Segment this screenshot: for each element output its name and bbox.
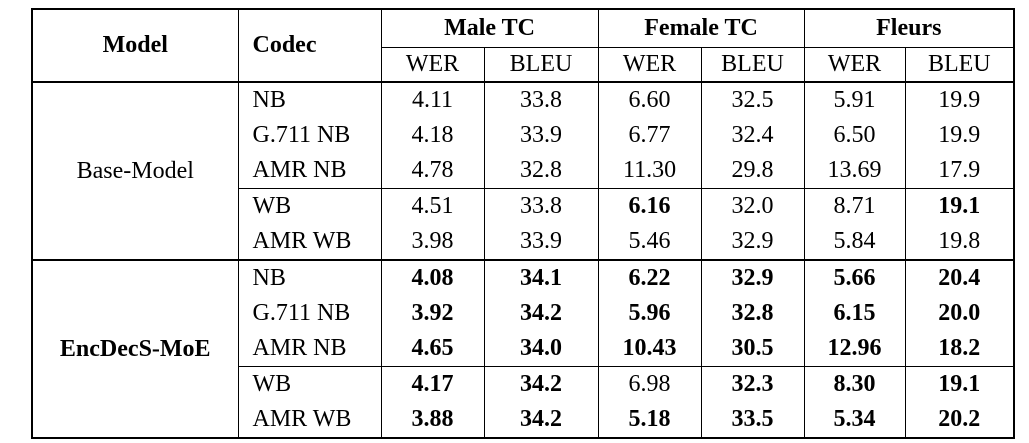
value-cell: 5.91 [803, 82, 906, 118]
subheader-female-wer: WER [597, 47, 702, 83]
value-cell: 32.8 [483, 153, 599, 189]
value-cell: 4.17 [380, 366, 485, 402]
value-cell: 10.43 [597, 331, 702, 367]
codec-cell: AMR NB [237, 153, 382, 189]
results-table: Model Codec Male TC Female TC Fleurs WER… [31, 8, 1016, 439]
value-cell: 5.34 [803, 402, 906, 438]
value-cell: 17.9 [904, 153, 1015, 189]
value-cell: 32.5 [700, 82, 805, 118]
codec-cell: AMR NB [237, 331, 382, 367]
value-cell: 6.77 [597, 118, 702, 153]
value-cell: 33.9 [483, 224, 599, 260]
table-row: WB 4.51 33.8 6.16 32.0 8.71 19.1 [32, 188, 1015, 224]
value-cell: 5.84 [803, 224, 906, 260]
value-cell: 13.69 [803, 153, 906, 189]
value-cell: 6.22 [597, 259, 702, 296]
value-cell: 19.1 [904, 366, 1015, 402]
group-header-male-tc: Male TC [380, 9, 599, 48]
table-row: AMR NB 4.65 34.0 10.43 30.5 12.96 18.2 [32, 331, 1015, 367]
value-cell: 12.96 [803, 331, 906, 367]
value-cell: 3.92 [380, 296, 485, 331]
codec-cell: WB [237, 366, 382, 402]
value-cell: 32.4 [700, 118, 805, 153]
value-cell: 6.60 [597, 82, 702, 118]
value-cell: 18.2 [904, 331, 1015, 367]
group-encdecs-moe: EncDecS-MoE NB 4.08 34.1 6.22 32.9 5.66 … [31, 259, 1015, 438]
value-cell: 32.9 [700, 259, 805, 296]
value-cell: 19.1 [904, 188, 1015, 224]
value-cell: 20.0 [904, 296, 1015, 331]
value-cell: 8.71 [803, 188, 906, 224]
value-cell: 32.3 [700, 366, 805, 402]
value-cell: 5.96 [597, 296, 702, 331]
value-cell: 4.65 [380, 331, 485, 367]
value-cell: 34.2 [483, 296, 599, 331]
value-cell: 4.78 [380, 153, 485, 189]
codec-cell: NB [237, 259, 382, 296]
table-row: EncDecS-MoE NB 4.08 34.1 6.22 32.9 5.66 … [31, 259, 1015, 438]
model-cell: EncDecS-MoE [31, 259, 239, 438]
codec-cell: AMR WB [237, 224, 382, 260]
model-cell: Base-Model [31, 82, 239, 260]
value-cell: 5.18 [597, 402, 702, 438]
table-row: WB 4.17 34.2 6.98 32.3 8.30 19.1 [32, 366, 1015, 402]
value-cell: 20.4 [904, 259, 1015, 296]
table-row: G.711 NB 3.92 34.2 5.96 32.8 6.15 20.0 [32, 296, 1015, 331]
col-header-codec: Codec [237, 9, 382, 83]
value-cell: 19.9 [904, 118, 1015, 153]
value-cell: 19.8 [904, 224, 1015, 260]
value-cell: 33.9 [483, 118, 599, 153]
value-cell: 11.30 [597, 153, 702, 189]
codec-cell: G.711 NB [237, 296, 382, 331]
value-cell: 6.98 [597, 366, 702, 402]
value-cell: 29.8 [700, 153, 805, 189]
value-cell: 30.5 [700, 331, 805, 367]
value-cell: 3.88 [380, 402, 485, 438]
group-header-female-tc: Female TC [597, 9, 805, 48]
header-row-metrics: WER BLEU WER BLEU WER BLEU [32, 47, 1015, 83]
header-row-groups: Model Codec Male TC Female TC Fleurs [31, 9, 1015, 83]
codec-cell: G.711 NB [237, 118, 382, 153]
subheader-male-wer: WER [380, 47, 485, 83]
value-cell: 8.30 [803, 366, 906, 402]
value-cell: 4.11 [380, 82, 485, 118]
value-cell: 5.66 [803, 259, 906, 296]
codec-cell: NB [237, 82, 382, 118]
value-cell: 20.2 [904, 402, 1015, 438]
codec-cell: WB [237, 188, 382, 224]
value-cell: 5.46 [597, 224, 702, 260]
subheader-fleurs-wer: WER [803, 47, 906, 83]
value-cell: 3.98 [380, 224, 485, 260]
table-row: AMR WB 3.98 33.9 5.46 32.9 5.84 19.8 [32, 224, 1015, 260]
value-cell: 32.9 [700, 224, 805, 260]
results-table-container: Model Codec Male TC Female TC Fleurs WER… [31, 8, 1016, 439]
value-cell: 4.08 [380, 259, 485, 296]
table-row: AMR NB 4.78 32.8 11.30 29.8 13.69 17.9 [32, 153, 1015, 189]
value-cell: 6.16 [597, 188, 702, 224]
value-cell: 6.50 [803, 118, 906, 153]
table-row: Base-Model NB 4.11 33.8 6.60 32.5 5.91 1… [31, 82, 1015, 260]
value-cell: 33.8 [483, 82, 599, 118]
value-cell: 4.51 [380, 188, 485, 224]
value-cell: 33.5 [700, 402, 805, 438]
value-cell: 33.8 [483, 188, 599, 224]
group-base-model: Base-Model NB 4.11 33.8 6.60 32.5 5.91 1… [31, 82, 1015, 260]
codec-cell: AMR WB [237, 402, 382, 438]
value-cell: 19.9 [904, 82, 1015, 118]
value-cell: 4.18 [380, 118, 485, 153]
subheader-fleurs-bleu: BLEU [904, 47, 1015, 83]
value-cell: 34.2 [483, 402, 599, 438]
value-cell: 32.8 [700, 296, 805, 331]
value-cell: 6.15 [803, 296, 906, 331]
subheader-female-bleu: BLEU [700, 47, 805, 83]
table-row: G.711 NB 4.18 33.9 6.77 32.4 6.50 19.9 [32, 118, 1015, 153]
subheader-male-bleu: BLEU [483, 47, 599, 83]
value-cell: 32.0 [700, 188, 805, 224]
value-cell: 34.1 [483, 259, 599, 296]
table-row: AMR WB 3.88 34.2 5.18 33.5 5.34 20.2 [32, 402, 1015, 438]
col-header-model: Model [31, 9, 239, 83]
group-header-fleurs: Fleurs [803, 9, 1015, 48]
value-cell: 34.0 [483, 331, 599, 367]
value-cell: 34.2 [483, 366, 599, 402]
